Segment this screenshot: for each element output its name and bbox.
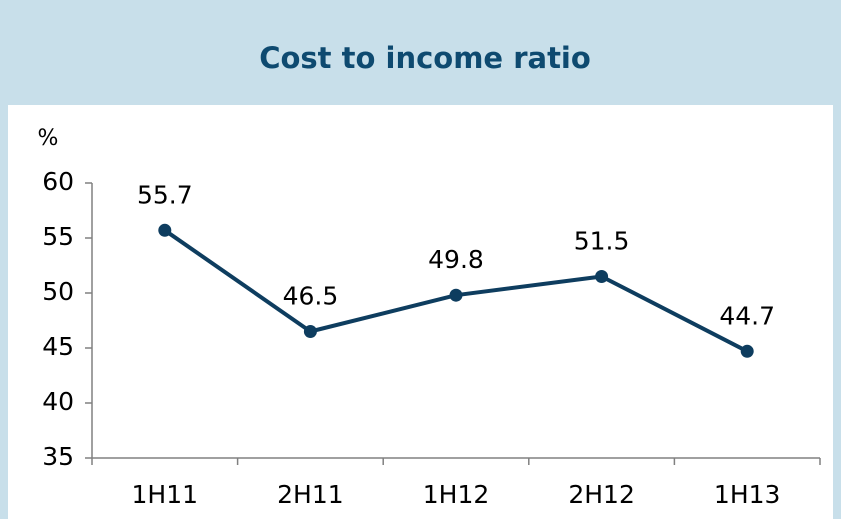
y-axis-label: % — [38, 126, 59, 151]
chart-title: Cost to income ratio — [259, 41, 591, 75]
plot-panel — [8, 105, 833, 519]
data-label: 44.7 — [719, 301, 775, 330]
marker — [740, 344, 754, 358]
data-label: 49.8 — [428, 245, 484, 274]
data-label: 55.7 — [137, 180, 193, 209]
marker — [595, 270, 609, 283]
y-tick-label: 35 — [42, 442, 74, 471]
x-tick-label: 1H13 — [714, 480, 781, 509]
y-tick-label: 50 — [42, 277, 74, 306]
y-tick-label: 55 — [42, 222, 74, 251]
y-tick-label: 60 — [42, 167, 74, 196]
x-tick-label: 2H12 — [568, 480, 635, 509]
marker — [158, 223, 172, 237]
data-label: 46.5 — [283, 282, 339, 311]
x-tick-label: 1H12 — [423, 480, 490, 509]
x-tick-label: 2H11 — [277, 480, 344, 509]
marker — [303, 325, 317, 338]
data-label: 51.5 — [574, 227, 630, 256]
y-tick-label: 40 — [42, 387, 74, 416]
marker — [449, 288, 463, 302]
x-tick-label: 1H11 — [132, 480, 199, 509]
y-tick-label: 45 — [42, 332, 74, 361]
